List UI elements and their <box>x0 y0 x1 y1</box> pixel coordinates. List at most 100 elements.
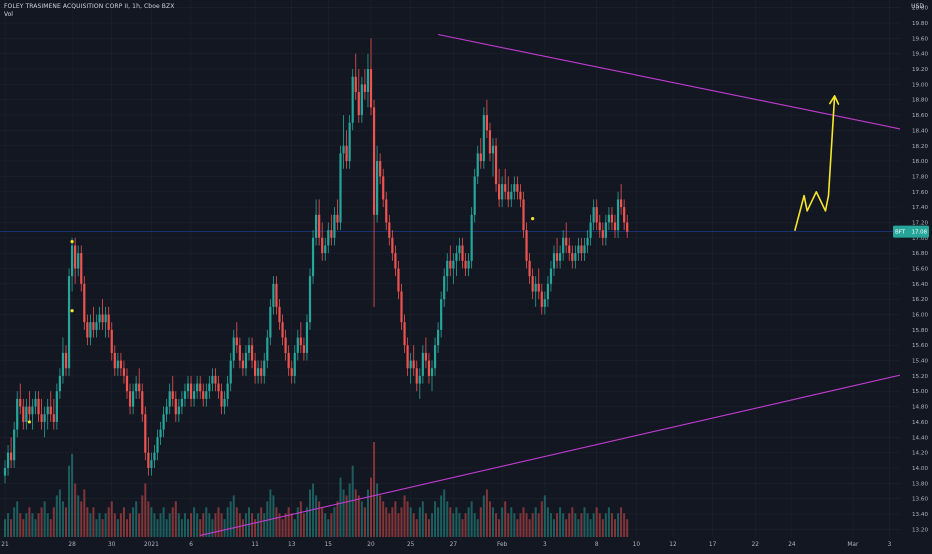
candle-body <box>128 391 132 407</box>
time-axis[interactable]: 21 28 30 2021 6 11 13 15 20 25 27 Feb 3 8 10 12 17 22 24 Ma… <box>0 537 932 550</box>
volume-bar <box>443 489 446 537</box>
volume-bar <box>141 495 144 537</box>
candle-body <box>476 153 479 177</box>
candle-body <box>168 391 171 407</box>
volume-bar <box>360 501 363 537</box>
volume-bar <box>598 513 601 537</box>
candle-body <box>482 115 485 162</box>
volume-bar <box>534 507 537 537</box>
volume-bar <box>330 513 333 537</box>
candle-body <box>415 368 418 384</box>
volume-bar <box>193 507 196 537</box>
volume-bar <box>168 513 171 537</box>
volume-bar <box>287 507 290 537</box>
price-tick-label: 18.00 <box>912 159 928 165</box>
candle-body <box>275 283 278 307</box>
volume-bar <box>278 513 281 537</box>
volume-bar <box>568 513 571 537</box>
candle-body <box>153 452 156 461</box>
volume-bar <box>144 483 147 537</box>
chart-title: FOLEY TRASIMENE ACQUISITION CORP II, 1h,… <box>4 3 175 10</box>
candle-body <box>272 283 275 307</box>
candle-body <box>16 398 19 430</box>
volume-bar <box>516 519 519 537</box>
candle-body <box>89 322 92 338</box>
candle-body <box>61 352 65 376</box>
candle-body <box>406 345 409 369</box>
volume-bar <box>52 507 55 537</box>
candle-body <box>403 322 406 346</box>
volume-bar <box>379 495 382 537</box>
candle-body <box>345 145 348 162</box>
candle-body <box>315 214 318 238</box>
volume-bar <box>455 507 458 537</box>
price-tick-label: 16.40 <box>912 282 928 288</box>
candle-body <box>281 322 284 338</box>
candle-body <box>574 253 577 261</box>
volume-bar <box>370 477 372 537</box>
candle-body <box>458 245 461 254</box>
candle-body <box>284 337 287 353</box>
volume-bar <box>553 519 555 537</box>
candle-body <box>290 368 293 376</box>
price-tick-label: 18.60 <box>912 113 928 119</box>
candle-body <box>244 352 248 369</box>
volume-bar <box>126 519 128 537</box>
volume-bar <box>449 507 452 537</box>
candle-body <box>598 222 601 231</box>
candle-body <box>626 222 629 232</box>
volume-bar <box>391 507 394 537</box>
candle-body <box>357 92 360 116</box>
volume-bar <box>406 501 409 537</box>
candle-body <box>263 360 266 376</box>
candle-body <box>397 268 400 292</box>
volume-bar <box>546 507 549 537</box>
volume-bar <box>110 501 113 537</box>
candle-body <box>162 414 165 430</box>
candle-body <box>71 245 74 277</box>
price-tick-label: 19.60 <box>912 36 928 42</box>
price-axis[interactable]: 13.20 13.40 13.60 13.80 14.00 14.20 14.40 14.60… <box>900 0 932 550</box>
trendline-upper-ext <box>779 103 916 133</box>
volume-bar <box>132 507 135 537</box>
candle-body <box>132 391 135 407</box>
volume-bar <box>113 513 116 537</box>
candle-body <box>150 460 153 468</box>
volume-bar <box>284 513 287 537</box>
volume-bar <box>153 513 156 537</box>
price-badge-box <box>893 225 929 238</box>
price-tick-label: 16.80 <box>912 251 928 257</box>
volume-bar <box>409 507 412 537</box>
candle-body <box>101 314 104 323</box>
time-tick-label: 8 <box>595 542 599 548</box>
time-tick-label: 11 <box>251 542 259 548</box>
trendline-layer <box>200 33 916 537</box>
volume-bar <box>559 507 562 537</box>
time-tick-label: Feb <box>497 542 508 548</box>
volume-bar <box>312 483 315 537</box>
candle-body <box>351 76 354 123</box>
candle-body <box>46 406 49 415</box>
candle-body <box>604 222 607 238</box>
volume-bar <box>531 513 534 537</box>
candle-body <box>214 375 217 384</box>
event-marker <box>531 217 535 221</box>
candle-body <box>537 283 540 292</box>
volume-bar <box>86 507 89 537</box>
candle-body <box>138 383 141 392</box>
volume-bar <box>556 513 559 537</box>
candle-body <box>293 352 296 376</box>
time-tick-label: 28 <box>68 542 76 548</box>
volume-bar <box>321 507 324 537</box>
volume-bar <box>528 519 531 537</box>
volume-bar <box>473 513 476 537</box>
candle-body <box>491 145 495 154</box>
volume-bar <box>13 507 16 537</box>
candle-body <box>354 76 357 93</box>
volume-bar <box>498 519 501 537</box>
volume-bar <box>501 507 504 537</box>
volume-bar <box>159 513 162 537</box>
volume-bar <box>571 507 574 537</box>
